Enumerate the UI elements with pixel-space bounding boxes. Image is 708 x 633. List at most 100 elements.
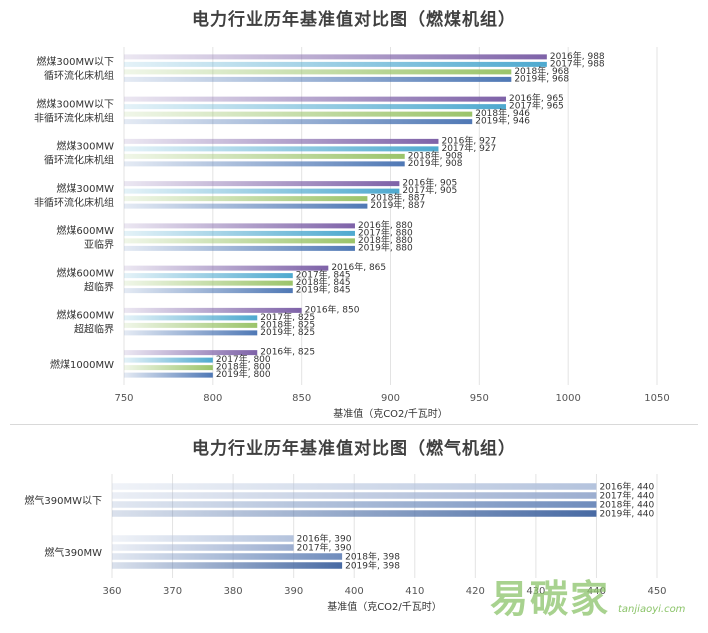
data-label: 2018年, 880: [358, 234, 413, 246]
bar: [124, 61, 547, 67]
data-label: 2017年, 905: [402, 184, 457, 196]
data-label: 2017年, 880: [358, 226, 413, 238]
data-label: 2016年, 390: [297, 532, 352, 544]
x-tick-label: 850: [292, 393, 311, 404]
x-tick-label: 380: [224, 586, 243, 597]
x-tick-label: 750: [114, 393, 133, 404]
category-label: 燃煤300MW: [56, 182, 114, 195]
bar: [124, 119, 473, 125]
data-label: 2016年, 905: [402, 177, 457, 189]
x-tick-label: 370: [163, 586, 182, 597]
bar: [124, 372, 213, 378]
bar: [112, 483, 597, 490]
bar: [112, 553, 343, 560]
bar: [124, 230, 355, 236]
x-tick-label: 440: [587, 586, 606, 597]
category-label: 超超临界: [74, 323, 114, 336]
bar: [124, 196, 368, 202]
bar: [124, 365, 213, 371]
x-tick-label: 1050: [644, 393, 669, 404]
bar: [124, 288, 293, 294]
bar: [124, 273, 293, 279]
data-label: 2016年, 850: [305, 303, 360, 315]
bar: [124, 315, 258, 321]
bar: [124, 223, 355, 229]
bar: [124, 245, 355, 251]
bar: [124, 330, 258, 336]
data-label: 2017年, 845: [296, 269, 351, 281]
data-label: 2017年, 988: [550, 57, 605, 69]
category-label: 燃煤600MW: [56, 224, 114, 237]
bar: [124, 153, 405, 159]
x-tick-label: 900: [381, 393, 400, 404]
x-tick-label: 410: [405, 586, 424, 597]
data-label: 2018年, 800: [216, 361, 271, 373]
bar: [124, 181, 400, 187]
watermark-logo: 易碳家 tanjiaoyi.com: [490, 568, 705, 630]
bar: [124, 350, 258, 356]
x-axis-title: 基准值（克CO2/千瓦时）: [327, 600, 442, 613]
data-label: 2019年, 398: [345, 559, 400, 571]
gas-bar-chart: 360 370 380 390 400 410 420 430 440 450 燃气390MW以下 2…: [24, 474, 667, 613]
bar: [124, 146, 439, 152]
data-label: 2016年, 825: [260, 346, 315, 358]
x-tick-label: 360: [102, 586, 121, 597]
watermark-text: 易碳家: [490, 577, 611, 621]
category-label: 燃煤1000MW: [50, 358, 114, 371]
category-label: 非循环流化床机组: [34, 196, 114, 209]
category-label: 燃煤600MW: [56, 266, 114, 279]
data-label: 2017年, 965: [509, 100, 564, 112]
bar: [124, 76, 512, 82]
bar: [112, 492, 597, 499]
data-label: 2017年, 800: [216, 353, 271, 365]
watermark-url: tanjiaoyi.com: [618, 604, 686, 615]
data-label: 2018年, 908: [408, 149, 463, 161]
data-label: 2018年, 398: [345, 550, 400, 562]
bar: [124, 104, 506, 110]
bar: [124, 69, 512, 75]
x-tick-label: 1000: [555, 393, 580, 404]
category-label: 循环流化床机组: [44, 69, 114, 82]
data-label: 2018年, 946: [475, 107, 530, 119]
data-label: 2016年, 988: [550, 50, 605, 62]
bar: [124, 138, 439, 144]
x-tick-label: 390: [284, 586, 303, 597]
bar: [124, 188, 400, 194]
data-label: 2018年, 968: [514, 65, 569, 77]
bar: [124, 111, 473, 117]
data-label: 2016年, 965: [509, 92, 564, 104]
data-label: 2019年, 946: [475, 115, 530, 127]
data-label: 2016年, 865: [331, 261, 386, 273]
coal-bar-chart: 750 800 850 900 950 1000 1050燃煤300MW以下循环流化床机组2…: [34, 47, 670, 420]
bar: [124, 203, 368, 209]
x-tick-label: 420: [466, 586, 485, 597]
data-label: 2019年, 440: [599, 507, 654, 519]
data-label: 2017年, 440: [599, 489, 654, 501]
category-label: 燃煤300MW以下: [36, 97, 114, 110]
x-tick-label: 430: [526, 586, 545, 597]
x-tick-label: 950: [470, 393, 489, 404]
x-tick-label: 800: [203, 393, 222, 404]
category-label: 燃气390MW: [44, 546, 102, 559]
data-label: 2018年, 845: [296, 276, 351, 288]
bar: [124, 322, 258, 328]
category-label: 燃煤600MW: [56, 309, 114, 322]
data-label: 2019年, 880: [358, 241, 413, 253]
coal-chart-panel: 电力行业历年基准值对比图（燃煤机组） 750 800 850 900 950 1000 10…: [34, 10, 670, 420]
data-label: 2019年, 825: [260, 326, 315, 338]
x-tick-label: 450: [647, 586, 666, 597]
bar: [124, 54, 547, 60]
data-label: 2017年, 825: [260, 311, 315, 323]
data-label: 2019年, 887: [370, 199, 425, 211]
bar: [124, 265, 329, 271]
category-label: 循环流化床机组: [44, 154, 114, 167]
bar: [112, 544, 294, 551]
category-label: 超临界: [84, 280, 114, 293]
x-tick-label: 400: [345, 586, 364, 597]
bar: [124, 96, 506, 102]
gas-chart-panel: 电力行业历年基准值对比图（燃气机组） 360 370 380 390 400 410 420…: [0, 428, 708, 633]
category-label: 燃煤300MW以下: [36, 55, 114, 68]
gas-chart-title: 电力行业历年基准值对比图（燃气机组）: [192, 439, 516, 459]
bar: [124, 357, 213, 363]
category-label: 亚临界: [84, 238, 114, 251]
